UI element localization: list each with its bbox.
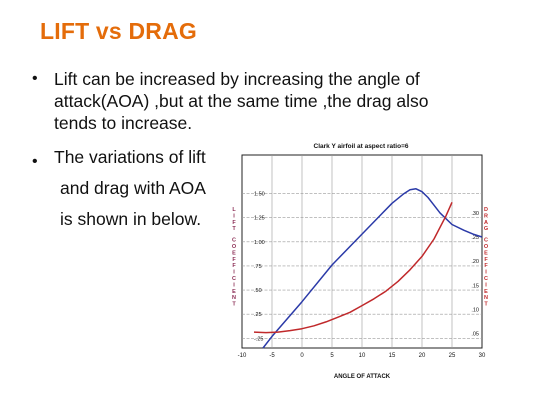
- chart-title: Clark Y airfoil at aspect ratio=6: [314, 143, 409, 150]
- axis-label-letter: E: [232, 289, 236, 295]
- axis-label-letter: T: [484, 302, 488, 308]
- x-tick-label: 20: [419, 353, 426, 359]
- tick-labels: -10 -5 0 5 10 15 20 25 30 -.25 .25 .50 .75 1.00 1.25 1.…: [238, 192, 486, 359]
- axis-label-letter: E: [232, 250, 236, 256]
- axis-label-letter: I: [233, 270, 235, 276]
- y-tick-label-right: .30: [471, 211, 479, 217]
- axis-label-letter: R: [484, 213, 488, 219]
- x-tick-label: 15: [389, 353, 396, 359]
- grid: [242, 155, 482, 348]
- axis-label-letter: I: [233, 213, 235, 219]
- axis-label-letter: L: [232, 207, 236, 213]
- x-tick-label: -5: [269, 353, 275, 359]
- bullet-item: • The variations of lift and drag with A…: [30, 142, 264, 235]
- y-tick-label-right: .10: [471, 307, 479, 313]
- axis-label-letter: O: [484, 244, 489, 250]
- chart: Clark Y airfoil at aspect ratio=6 -10 -5 0…: [228, 138, 490, 388]
- bullet-dot: •: [32, 70, 38, 87]
- axis-label-letter: E: [484, 289, 488, 295]
- x-tick-label: 25: [449, 353, 456, 359]
- x-tick-label: -10: [238, 353, 247, 359]
- axis-label-letter: C: [232, 276, 236, 282]
- y-tick-label-right: .05: [471, 332, 479, 338]
- y-tick-label-right: .15: [471, 283, 479, 289]
- axis-label-letter: E: [484, 250, 488, 256]
- axis-label-letter: N: [232, 295, 236, 301]
- y-tick-label-left: .50: [254, 288, 262, 294]
- axis-label-letter: I: [233, 282, 235, 288]
- y-tick-label-left: 1.25: [254, 216, 265, 222]
- axis-label-letter: C: [484, 238, 488, 244]
- bullet-item: • Lift can be increased by increasing th…: [30, 68, 510, 134]
- y-tick-label-left: 1.00: [254, 240, 265, 246]
- axis-label-letter: G: [484, 226, 488, 232]
- bullet-line: is shown in below.: [60, 209, 202, 229]
- y-tick-label-left: -.25: [254, 336, 263, 342]
- axis-label-letter: I: [485, 270, 487, 276]
- axis-label-letter: N: [484, 295, 488, 301]
- x-tick-label: 30: [479, 353, 486, 359]
- chart-svg: Clark Y airfoil at aspect ratio=6 -10 -5 0…: [232, 143, 489, 380]
- bullet-line: attack(AOA) ,but at the same time ,the d…: [54, 91, 429, 111]
- axis-label-letter: D: [484, 207, 488, 213]
- lift-curve: [262, 188, 483, 349]
- y-tick-label-left: .75: [254, 264, 262, 270]
- axis-label-letter: F: [232, 220, 236, 226]
- y-tick-label-right: .20: [471, 259, 479, 265]
- x-axis-label: ANGLE OF ATTACK: [334, 374, 391, 380]
- axis-label-letter: O: [232, 244, 237, 250]
- axis-label-letter: T: [232, 302, 236, 308]
- y-tick-label-left: .25: [254, 312, 262, 318]
- axis-label-letter: C: [232, 238, 236, 244]
- bullet-list: • Lift can be increased by increasing th…: [30, 68, 510, 235]
- axis-label-letter: F: [484, 257, 488, 263]
- bullet-line: The variations of lift: [54, 147, 206, 167]
- drag-curve: [253, 201, 453, 334]
- axis-label-letter: F: [232, 263, 236, 269]
- axis-label-letter: F: [484, 263, 488, 269]
- axis-label-letter: F: [232, 257, 236, 263]
- slide-title: LIFT vs DRAG: [40, 18, 198, 44]
- axis-label-letter: C: [484, 276, 488, 282]
- x-tick-label: 10: [359, 353, 366, 359]
- axis-label-letter: A: [484, 220, 488, 226]
- bullet-dot: •: [32, 153, 38, 170]
- bullet-line: tends to increase.: [54, 113, 193, 133]
- x-tick-label: 5: [330, 353, 334, 359]
- y-tick-label-left: 1.50: [254, 192, 265, 198]
- bullet-line: and drag with AOA: [60, 178, 206, 198]
- series: [253, 188, 483, 349]
- x-tick-label: 0: [300, 353, 304, 359]
- bullet-line: Lift can be increased by increasing the …: [54, 69, 420, 89]
- axis-label-letter: I: [485, 282, 487, 288]
- axis-label-letter: T: [232, 226, 236, 232]
- y-tick-label-right: .25: [471, 235, 479, 241]
